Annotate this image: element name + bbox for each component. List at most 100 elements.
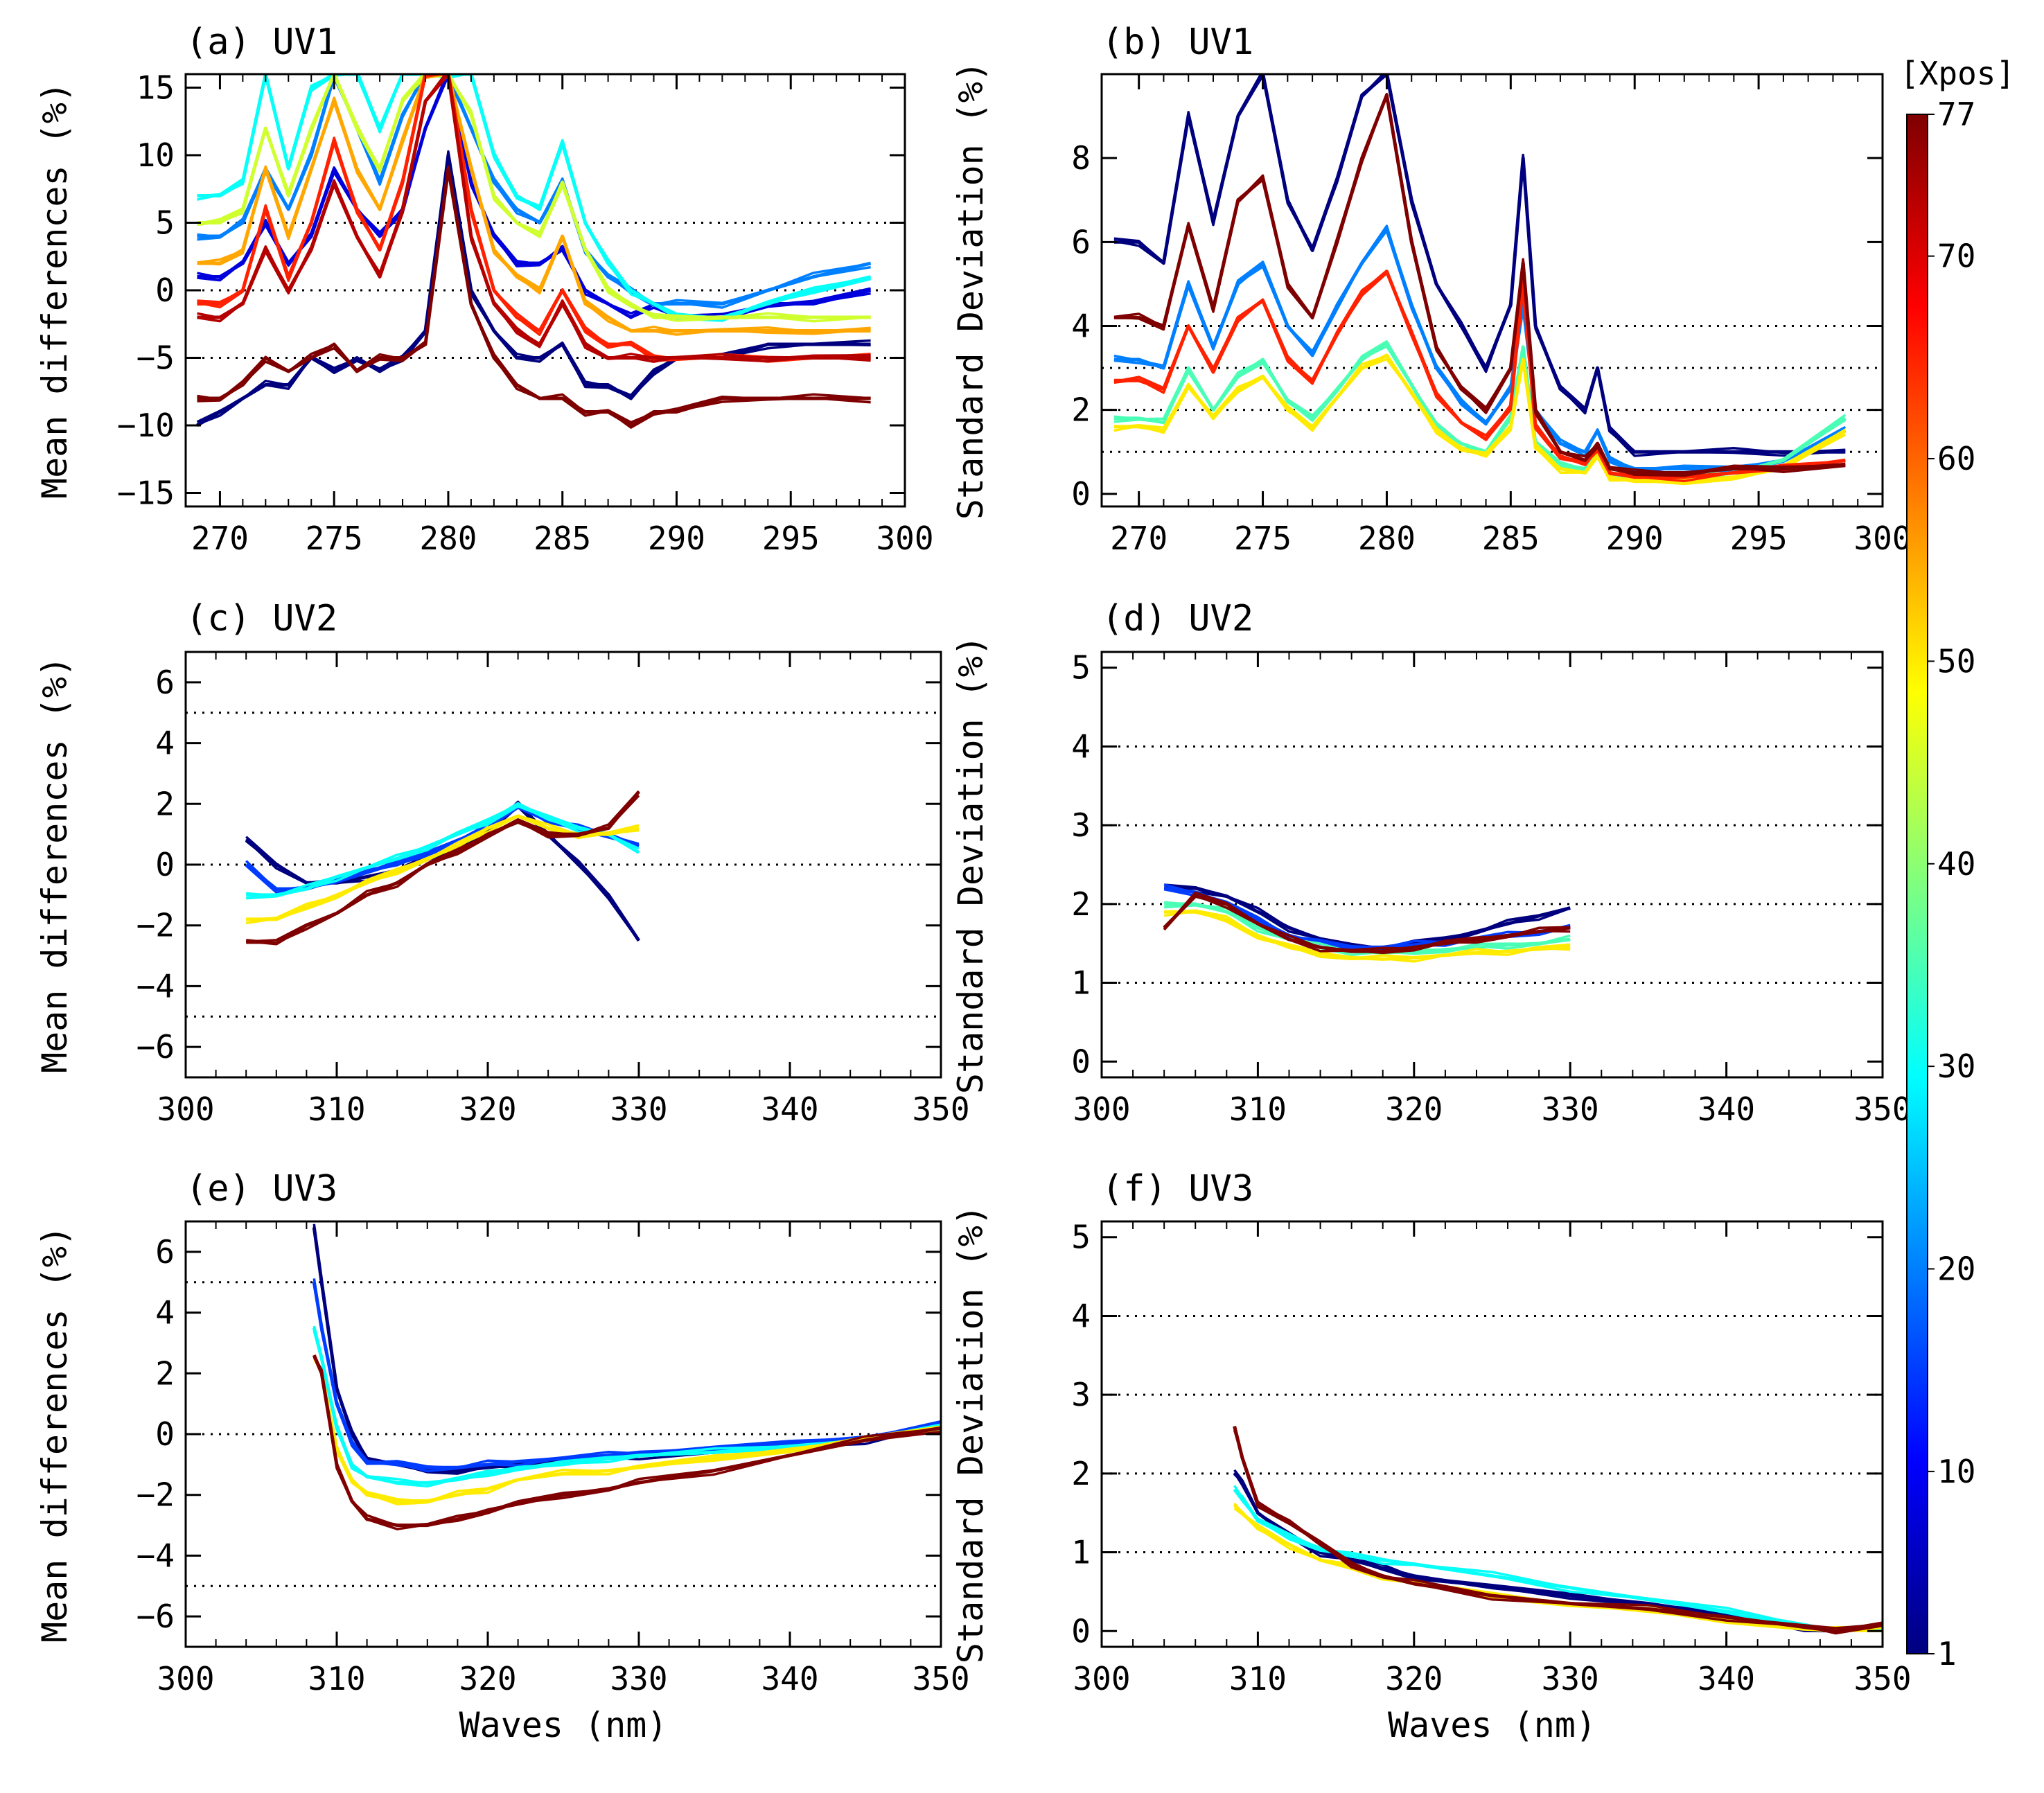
y-tick-label: −6 (136, 1028, 175, 1066)
series-line-xpos-77 (312, 1357, 941, 1530)
y-tick-label: 4 (1071, 307, 1091, 344)
series-line-xpos-1 (245, 800, 640, 942)
y-tick-label: 6 (1071, 223, 1091, 260)
series-line-xpos-77 (1113, 93, 1846, 477)
y-tick-label: 2 (1071, 1455, 1091, 1492)
x-tick-label: 320 (1385, 1660, 1443, 1697)
x-tick-label: 300 (157, 1660, 214, 1697)
series-line-xpos-77 (1163, 894, 1571, 955)
series-line-xpos-15 (1163, 883, 1571, 949)
x-tick-label: 295 (1730, 520, 1788, 557)
x-tick-label: 350 (1853, 1090, 1911, 1128)
series-line-xpos-77 (197, 170, 871, 429)
series-line-xpos-50 (1233, 1507, 1883, 1632)
y-tick-label: −5 (136, 339, 175, 377)
series-line-xpos-30 (1233, 1489, 1883, 1632)
series-line-xpos-65 (1113, 270, 1846, 479)
x-tick-label: 330 (610, 1090, 667, 1128)
series-line-xpos-35 (1113, 345, 1847, 479)
x-tick-label: 350 (1853, 1660, 1911, 1697)
series-line-xpos-50 (312, 1358, 941, 1505)
colorbar-tick-label: 20 (1937, 1251, 1975, 1288)
series-line-xpos-55 (197, 74, 871, 336)
series-line-xpos-30 (312, 1330, 941, 1488)
series-line-xpos-50 (312, 1354, 941, 1503)
series-line-xpos-15 (245, 802, 640, 892)
y-tick-label: 0 (155, 1415, 175, 1453)
series-line-xpos-50 (1233, 1503, 1883, 1633)
panel-title: (b) UV1 (1102, 21, 1253, 63)
y-tick-label: 1 (1071, 964, 1091, 1002)
y-tick-label: 2 (1071, 885, 1091, 923)
series-line-xpos-77 (1233, 1429, 1883, 1635)
x-tick-label: 290 (1606, 520, 1664, 557)
x-tick-label: 340 (761, 1660, 818, 1697)
panel-title: (f) UV3 (1102, 1168, 1253, 1210)
series-line-xpos-77 (246, 790, 640, 943)
series-line-xpos-73 (197, 74, 871, 363)
plot-frame (1100, 651, 1884, 1079)
x-tick-label: 275 (1234, 520, 1292, 557)
series-line-xpos-50 (312, 1355, 941, 1503)
series-line-xpos-77 (1233, 1427, 1883, 1629)
series-line-xpos-50 (1233, 1502, 1883, 1631)
panel-title: (d) UV2 (1102, 598, 1253, 639)
series-group (196, 74, 872, 429)
y-tick-label: 10 (136, 136, 175, 174)
y-axis-label: Standard Deviation (%) (951, 1205, 991, 1663)
series-line-xpos-8 (197, 74, 871, 321)
series-line-xpos-8 (197, 74, 872, 319)
series-group (312, 1224, 941, 1530)
x-tick-label: 320 (459, 1090, 516, 1128)
y-tick-label: 3 (1071, 1376, 1091, 1413)
x-tick-label: 275 (306, 520, 363, 557)
series-line-xpos-45 (197, 74, 871, 319)
y-axis-label: Mean differences (%) (35, 82, 75, 499)
series-line-xpos-65 (197, 74, 871, 363)
x-tick-label: 300 (1073, 1090, 1130, 1128)
series-line-xpos-50 (1113, 355, 1847, 481)
x-tick-label: 300 (1073, 1660, 1130, 1697)
series-line-xpos-30 (197, 74, 872, 319)
y-tick-label: 15 (136, 69, 175, 107)
x-tick-label: 330 (1542, 1090, 1599, 1128)
panel-title: (e) UV3 (186, 1168, 337, 1210)
panel-c: 300 310 320 330 340 350 −6 −4 −2 0 2 4 6 (c) UV2 Mean … (35, 598, 970, 1128)
series-line-xpos-30 (197, 74, 871, 320)
x-tick-label: 300 (876, 520, 933, 557)
y-tick-label: 0 (155, 272, 175, 309)
y-tick-label: 4 (155, 1294, 175, 1332)
series-line-xpos-77 (246, 795, 640, 944)
colorbar-gradient (1906, 114, 1928, 1654)
colorbar-tick-label: 10 (1937, 1453, 1975, 1490)
y-tick-label: −15 (117, 475, 175, 512)
y-tick-label: −4 (136, 1537, 175, 1574)
colorbar-tick-label: 40 (1937, 845, 1975, 883)
x-tick-label: 340 (1698, 1090, 1755, 1128)
x-tick-label: 280 (1358, 520, 1416, 557)
x-tick-label: 300 (1853, 520, 1911, 557)
x-tick-label: 270 (191, 520, 249, 557)
panel-title: (c) UV2 (186, 598, 337, 639)
y-axis-label: Standard Deviation (%) (951, 635, 991, 1094)
series-line-xpos-30 (246, 805, 640, 900)
x-axis-label: Waves (nm) (459, 1705, 667, 1745)
colorbar-tick-label: 1 (1937, 1635, 1957, 1672)
colorbar-tick-label: 77 (1937, 96, 1975, 133)
y-tick-label: 4 (1071, 727, 1091, 765)
panel-b: 270 275 280 285 290 295 300 0 2 4 6 8 (b) UV1 Standar… (951, 21, 1912, 557)
y-tick-label: 6 (155, 664, 175, 701)
series-line-xpos-45 (197, 74, 871, 323)
y-tick-label: 3 (1071, 806, 1091, 844)
colorbar-tick-label: 30 (1937, 1048, 1975, 1085)
x-tick-label: 310 (1229, 1660, 1287, 1697)
y-axis-label: Mean differences (%) (35, 656, 75, 1073)
panel-title: (a) UV1 (186, 21, 337, 63)
series-line-xpos-65 (1113, 271, 1846, 479)
panel-a: 270 275 280 285 290 295 300 −15 −10 −5 0 5 10 15 (a) U… (35, 21, 934, 557)
x-tick-label: 280 (419, 520, 477, 557)
x-tick-label: 300 (157, 1090, 214, 1128)
series-line-xpos-1 (196, 153, 871, 426)
series-line-xpos-30 (246, 804, 640, 897)
